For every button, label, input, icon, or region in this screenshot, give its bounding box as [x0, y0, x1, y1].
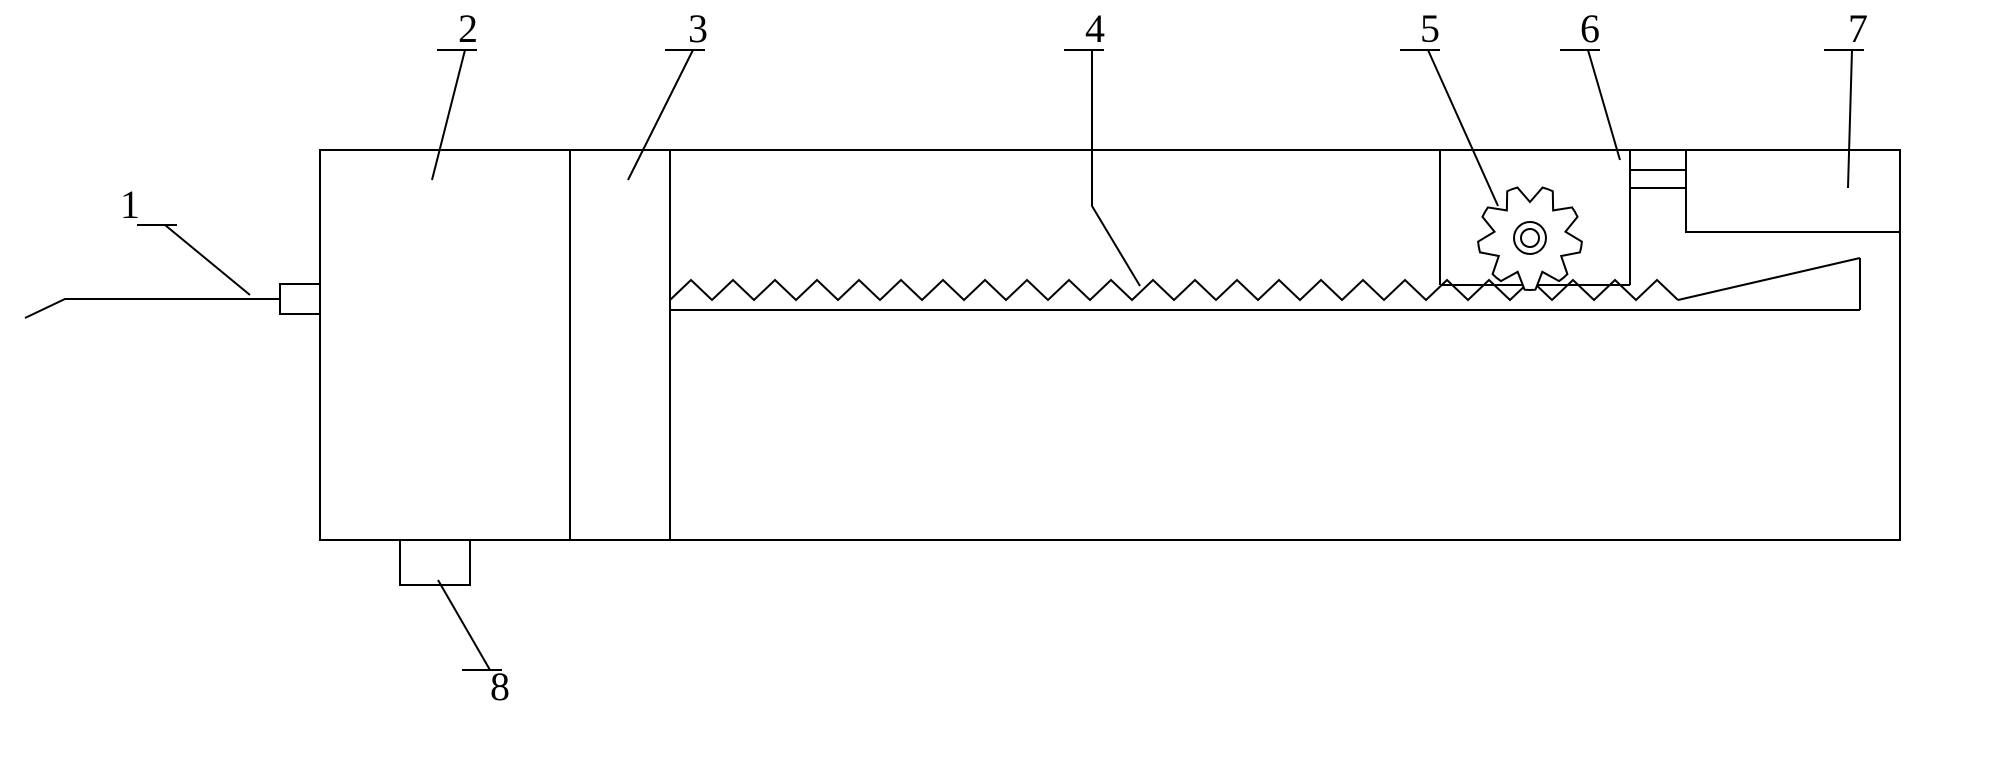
- label-3: 3: [688, 6, 708, 51]
- canvas-bg: [0, 0, 1997, 775]
- label-6: 6: [1580, 6, 1600, 51]
- label-5: 5: [1420, 6, 1440, 51]
- label-1: 1: [120, 182, 140, 227]
- label-8: 8: [490, 664, 510, 709]
- label-7: 7: [1848, 6, 1868, 51]
- label-4: 4: [1085, 6, 1105, 51]
- label-2: 2: [458, 6, 478, 51]
